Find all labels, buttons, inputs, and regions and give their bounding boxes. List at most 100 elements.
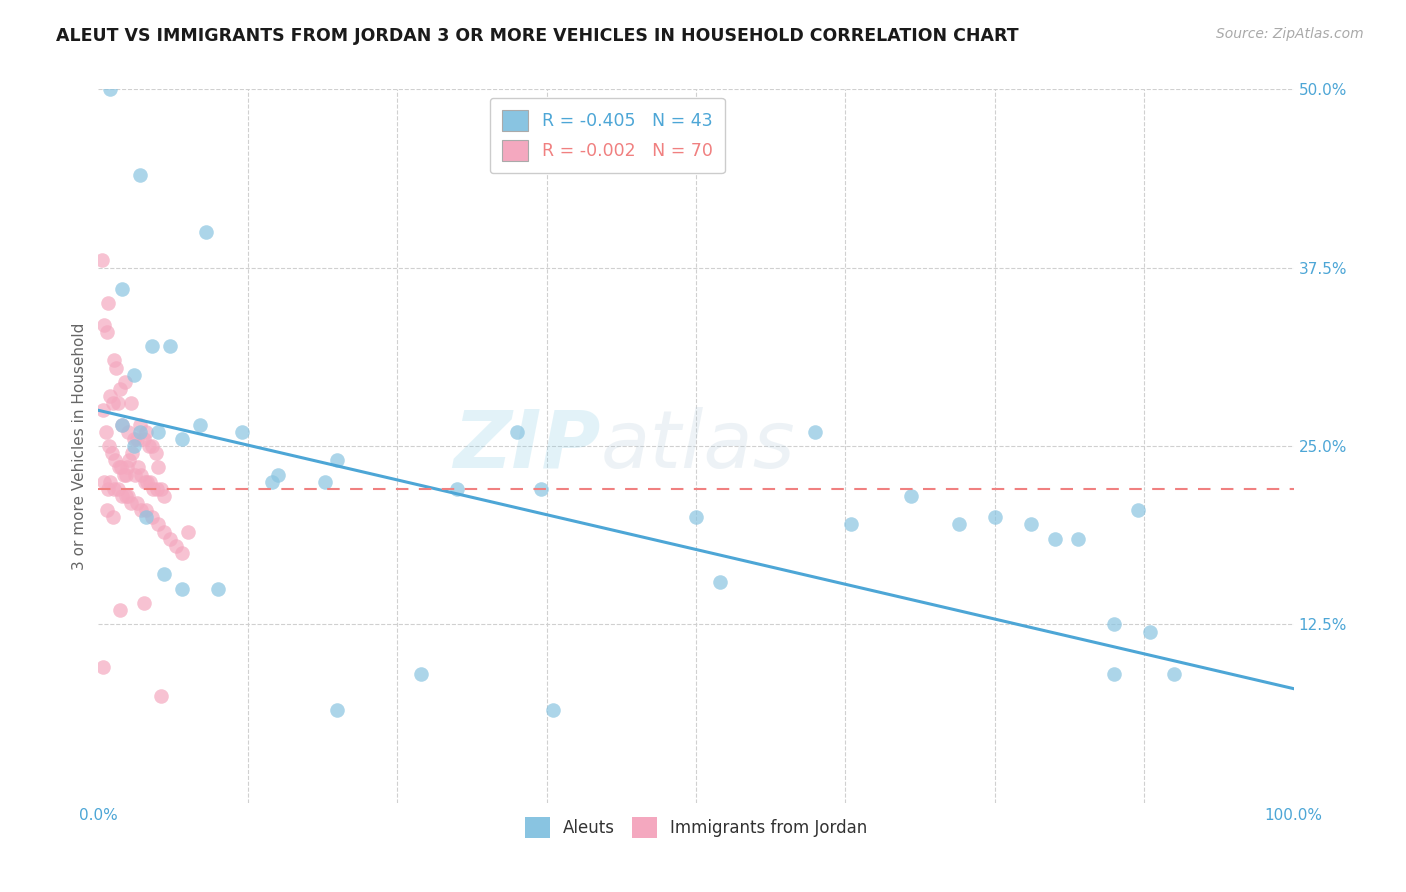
Immigrants from Jordan (100, 446, 122, 460)
Immigrants from Jordan (165, 539, 187, 553)
Immigrants from Jordan (129, 417, 152, 432)
Aleuts (141, 339, 163, 353)
Immigrants from Jordan (91, 660, 114, 674)
Immigrants from Jordan (124, 432, 146, 446)
Immigrants from Jordan (121, 446, 143, 460)
Immigrants from Jordan (117, 489, 139, 503)
Immigrants from Jordan (132, 596, 155, 610)
Immigrants from Jordan (149, 482, 172, 496)
Immigrants from Jordan (93, 475, 115, 489)
Immigrants from Jordan (136, 475, 159, 489)
Immigrants from Jordan (118, 453, 141, 467)
Aleuts (948, 517, 970, 532)
Immigrants from Jordan (145, 446, 167, 460)
Aleuts (1019, 517, 1042, 532)
Immigrants from Jordan (110, 460, 132, 475)
Aleuts (129, 425, 152, 439)
Legend: Aleuts, Immigrants from Jordan: Aleuts, Immigrants from Jordan (517, 811, 875, 845)
Immigrants from Jordan (177, 524, 200, 539)
Immigrants from Jordan (114, 375, 136, 389)
Immigrants from Jordan (115, 467, 138, 482)
Aleuts (195, 225, 218, 239)
Immigrants from Jordan (135, 503, 157, 517)
Aleuts (1104, 667, 1126, 681)
Aleuts (124, 439, 146, 453)
Aleuts (541, 703, 564, 717)
Immigrants from Jordan (125, 432, 148, 446)
Aleuts (135, 510, 157, 524)
Aleuts (111, 417, 134, 432)
Immigrants from Jordan (148, 460, 170, 475)
Immigrants from Jordan (141, 439, 163, 453)
Immigrants from Jordan (101, 510, 124, 524)
Immigrants from Jordan (108, 382, 131, 396)
Immigrants from Jordan (107, 460, 129, 475)
Immigrants from Jordan (148, 517, 170, 532)
Immigrants from Jordan (117, 425, 139, 439)
Immigrants from Jordan (97, 296, 120, 310)
Immigrants from Jordan (153, 524, 176, 539)
Aleuts (129, 168, 152, 182)
Immigrants from Jordan (131, 503, 153, 517)
Immigrants from Jordan (96, 503, 118, 517)
Aleuts (1104, 617, 1126, 632)
Aleuts (1043, 532, 1066, 546)
Immigrants from Jordan (103, 482, 125, 496)
Immigrants from Jordan (153, 489, 176, 503)
Immigrants from Jordan (142, 482, 165, 496)
Immigrants from Jordan (115, 460, 138, 475)
Aleuts (530, 482, 553, 496)
Text: ZIP: ZIP (453, 407, 600, 485)
Aleuts (685, 510, 707, 524)
Immigrants from Jordan (107, 396, 129, 410)
Aleuts (804, 425, 827, 439)
Aleuts (326, 703, 349, 717)
Immigrants from Jordan (105, 360, 128, 375)
Immigrants from Jordan (98, 439, 121, 453)
Immigrants from Jordan (101, 396, 124, 410)
Immigrants from Jordan (146, 482, 169, 496)
Aleuts (98, 82, 122, 96)
Immigrants from Jordan (159, 532, 181, 546)
Aleuts (1128, 503, 1150, 517)
Text: Source: ZipAtlas.com: Source: ZipAtlas.com (1216, 27, 1364, 41)
Immigrants from Jordan (97, 482, 120, 496)
Immigrants from Jordan (120, 496, 142, 510)
Aleuts (315, 475, 337, 489)
Immigrants from Jordan (98, 475, 122, 489)
Immigrants from Jordan (149, 689, 172, 703)
Immigrants from Jordan (96, 325, 118, 339)
Immigrants from Jordan (120, 396, 142, 410)
Immigrants from Jordan (172, 546, 194, 560)
Aleuts (900, 489, 922, 503)
Aleuts (172, 432, 194, 446)
Immigrants from Jordan (127, 460, 149, 475)
Aleuts (172, 582, 194, 596)
Aleuts (159, 339, 181, 353)
Aleuts (841, 517, 863, 532)
Immigrants from Jordan (112, 467, 135, 482)
Immigrants from Jordan (108, 603, 131, 617)
Aleuts (153, 567, 176, 582)
Immigrants from Jordan (125, 496, 148, 510)
Aleuts (984, 510, 1007, 524)
Immigrants from Jordan (124, 467, 146, 482)
Aleuts (1067, 532, 1090, 546)
Immigrants from Jordan (135, 425, 157, 439)
Aleuts (411, 667, 433, 681)
Immigrants from Jordan (139, 475, 162, 489)
Text: ALEUT VS IMMIGRANTS FROM JORDAN 3 OR MORE VEHICLES IN HOUSEHOLD CORRELATION CHAR: ALEUT VS IMMIGRANTS FROM JORDAN 3 OR MOR… (56, 27, 1019, 45)
Text: atlas: atlas (600, 407, 796, 485)
Aleuts (148, 425, 170, 439)
Aleuts (260, 475, 283, 489)
Immigrants from Jordan (91, 403, 114, 417)
Aleuts (506, 425, 529, 439)
Aleuts (207, 582, 229, 596)
Aleuts (326, 453, 349, 467)
Immigrants from Jordan (132, 432, 155, 446)
Immigrants from Jordan (98, 389, 122, 403)
Immigrants from Jordan (141, 510, 163, 524)
Immigrants from Jordan (111, 489, 134, 503)
Immigrants from Jordan (93, 318, 115, 332)
Aleuts (267, 467, 290, 482)
